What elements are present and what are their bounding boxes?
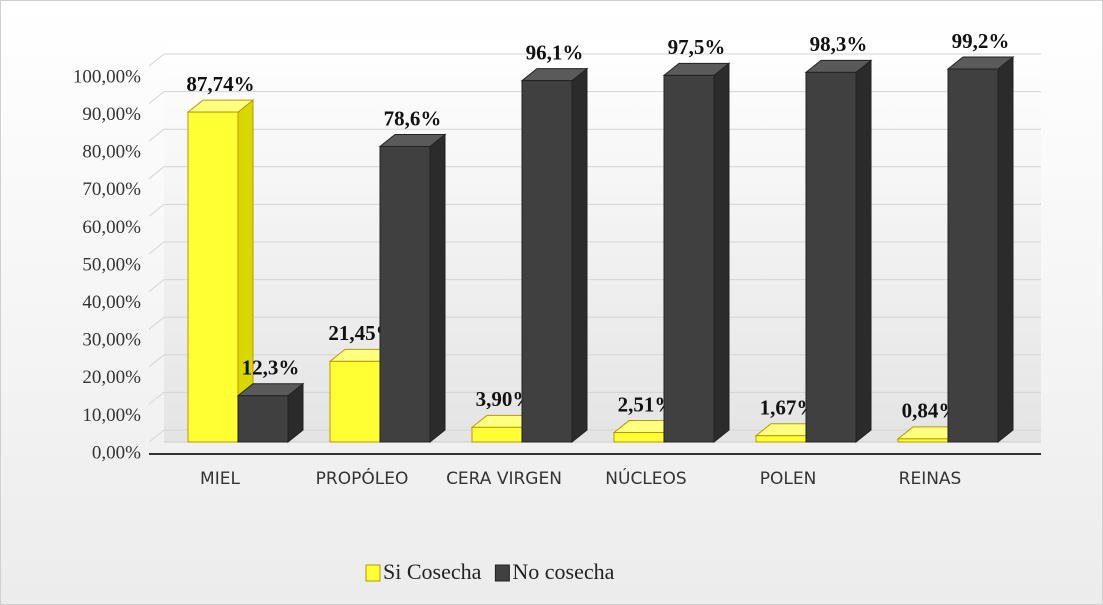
bar-side — [997, 55, 1014, 444]
grid-line-side — [148, 91, 165, 104]
y-tick-label: 30,00% — [82, 330, 141, 351]
y-tick-label: 80,00% — [82, 142, 141, 163]
bar — [237, 395, 289, 443]
grid-line-side — [148, 128, 165, 142]
bar — [379, 145, 431, 443]
grid-line-side — [148, 354, 165, 368]
x-tick-label: REINAS — [898, 469, 962, 489]
grid-line-side — [148, 279, 165, 292]
x-tick-label: CERA VIRGEN — [446, 469, 562, 489]
bar — [947, 68, 999, 443]
legend-label: Si Cosecha — [383, 559, 482, 584]
bar-side — [713, 62, 730, 444]
value-label: 78,6% — [384, 106, 442, 130]
bar — [805, 71, 857, 443]
bar — [663, 74, 715, 443]
value-label: 97,5% — [668, 35, 726, 59]
grid-line-side — [148, 316, 165, 330]
bar-side — [429, 133, 446, 444]
grid-line-side — [148, 241, 165, 255]
bar — [755, 435, 807, 443]
grid-line-side — [148, 392, 165, 405]
x-tick-label: PROPÓLEO — [315, 469, 409, 489]
y-tick-label: 70,00% — [82, 179, 141, 200]
value-label: 98,3% — [810, 32, 868, 56]
value-label: 99,2% — [952, 29, 1010, 53]
x-tick-label: POLEN — [759, 469, 817, 489]
value-label: 96,1% — [526, 40, 584, 64]
bar — [897, 438, 949, 443]
y-tick-label: 60,00% — [82, 217, 141, 238]
y-tick-label: 10,00% — [82, 405, 141, 426]
y-tick-label: 20,00% — [82, 367, 141, 388]
x-tick-label: NÚCLEOS — [605, 469, 687, 489]
y-tick-label: 100,00% — [73, 66, 141, 87]
grid-line-side — [148, 166, 165, 180]
y-tick-label: 90,00% — [82, 104, 141, 125]
grid-line-side — [148, 53, 165, 67]
value-label: 87,74% — [186, 72, 254, 96]
bar-side — [571, 67, 588, 444]
legend-label: No cosecha — [512, 559, 614, 584]
legend-swatch — [494, 564, 510, 582]
bar — [329, 360, 381, 443]
bar — [187, 111, 239, 443]
bar-side — [855, 59, 872, 444]
y-tick-label: 0,00% — [92, 442, 141, 463]
grid-line-side — [148, 429, 165, 443]
legend-swatch — [365, 564, 381, 582]
bar — [471, 426, 523, 443]
x-tick-label: MIEL — [200, 469, 240, 489]
bar — [521, 80, 573, 443]
bar — [613, 432, 665, 443]
y-tick-label: 50,00% — [82, 254, 141, 275]
y-tick-label: 40,00% — [82, 292, 141, 313]
grid-line-side — [148, 204, 165, 217]
value-label: 12,3% — [242, 356, 300, 380]
